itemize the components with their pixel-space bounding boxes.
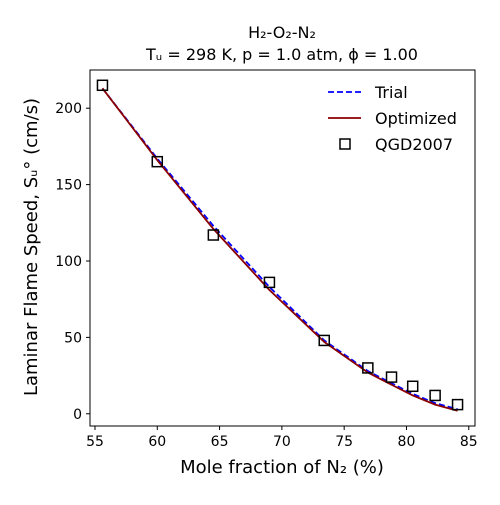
optimized-line (101, 87, 458, 412)
qgd2007-marker (96, 79, 109, 92)
qgd2007-marker (406, 380, 419, 393)
x-axis-label: Mole fraction of N₂ (%) (180, 457, 384, 478)
y-tick-label: 150 (55, 178, 82, 194)
qgd2007-marker (263, 276, 276, 289)
chart-title-line1: H₂-O₂-N₂ (248, 23, 316, 42)
qgd2007-marker (385, 371, 398, 383)
plot-frame (89, 69, 476, 427)
legend-trial-label: Trial (374, 83, 408, 102)
y-axis-label: Laminar Flame Speed, Sᵤ° (cm/s) (21, 98, 42, 396)
qgd2007-marker (362, 362, 374, 374)
legend-optimized-label: Optimized (375, 109, 457, 128)
plot-area: 55 60 65 70 75 80 85 0 50 100 150 200 (55, 69, 478, 450)
trial-line (101, 87, 458, 411)
x-tick-label: 75 (335, 434, 353, 450)
y-tick-label: 0 (73, 407, 82, 423)
y-tick-label: 100 (55, 254, 82, 270)
chart-title-line2: Tᵤ = 298 K, p = 1.0 atm, ϕ = 1.00 (145, 45, 418, 64)
y-tick-label: 200 (55, 101, 82, 117)
x-tick-label: 65 (211, 434, 229, 450)
legend-qgd2007-label: QGD2007 (375, 135, 453, 154)
qgd2007-marker (151, 155, 164, 168)
qgd2007-marker (429, 389, 441, 402)
x-tick-label: 85 (460, 434, 478, 450)
x-tick-label: 55 (86, 434, 104, 450)
x-tick-label: 70 (273, 434, 291, 450)
legend-qgd2007-swatch (339, 138, 351, 150)
qgd2007-marker (318, 334, 330, 347)
x-tick-label: 60 (148, 434, 166, 450)
y-tick-label: 50 (64, 330, 82, 346)
qgd2007-marker (207, 229, 220, 241)
qgd2007-marker (451, 398, 464, 411)
x-tick-label: 80 (398, 434, 416, 450)
legend: Trial Optimized QGD2007 (328, 83, 457, 154)
